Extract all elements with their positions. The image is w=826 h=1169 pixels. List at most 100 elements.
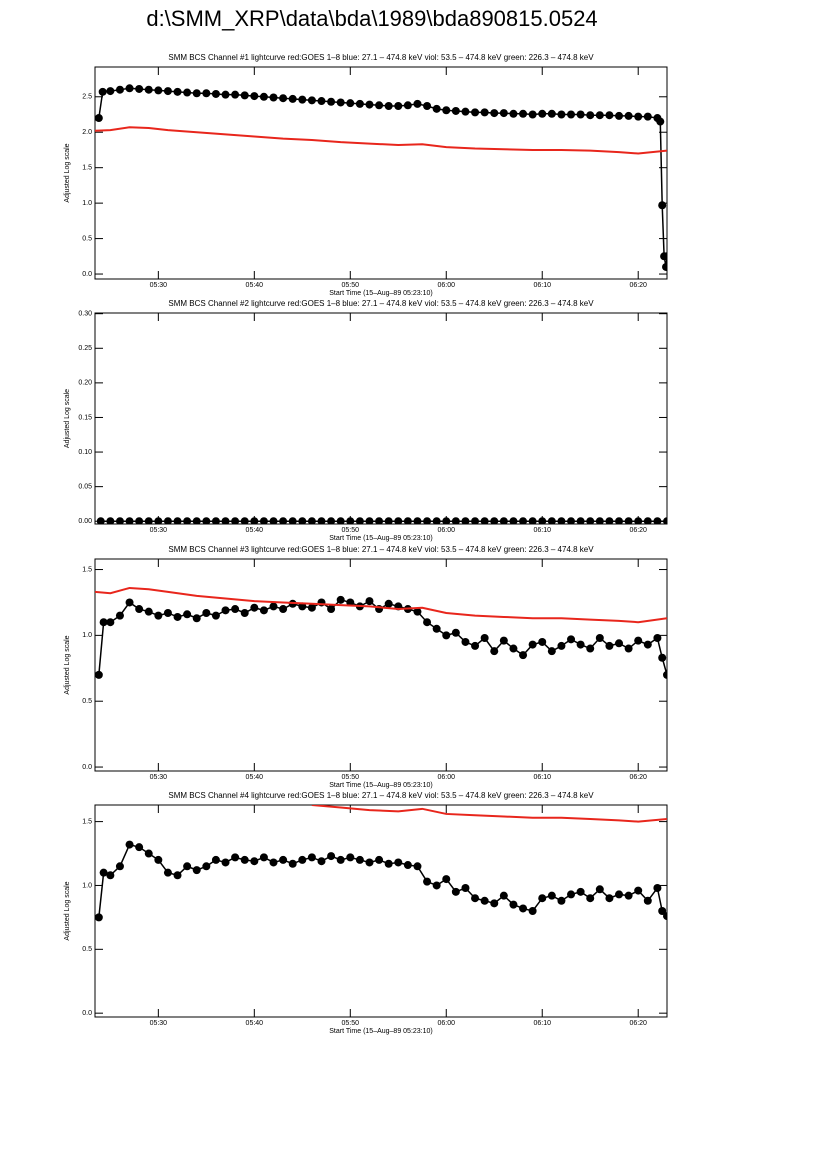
data-point [240,855,249,864]
data-point [499,891,508,900]
data-point [576,640,585,649]
data-point [231,517,240,524]
data-point [547,109,556,118]
data-point [269,602,278,611]
series-line [95,126,667,155]
x-axis-label: Start Time (15–Aug–89 05:23:10) [329,1028,433,1035]
data-point [471,641,480,650]
data-point [547,517,556,524]
y-tick-label: 0.0 [82,764,92,771]
data-point [144,849,153,858]
data-point [125,84,134,93]
data-point [403,517,412,524]
data-point [173,871,182,880]
series-line [95,586,667,624]
data-point [269,858,278,867]
plot-area [96,517,667,524]
data-point [375,101,384,110]
x-tick-label: 05:30 [150,282,168,289]
data-point [163,868,172,877]
x-tick-label: 05:40 [246,774,264,781]
data-point [557,517,566,524]
x-tick-label: 06:10 [533,282,551,289]
data-point [298,95,307,104]
data-point [528,517,537,524]
data-point [461,637,470,646]
plot-frame [94,66,668,280]
data-point [586,111,595,120]
data-point [144,517,153,524]
data-point [154,517,163,524]
data-point [221,858,230,867]
data-point [317,97,326,106]
data-point [576,517,585,524]
y-tick-label: 0.20 [78,380,92,387]
x-tick-label: 06:00 [437,1020,455,1027]
data-point [471,108,480,117]
y-axis-label: Adjusted Log scale [64,389,71,448]
data-point [259,92,268,101]
chart-title: SMM BCS Channel #4 lightcurve red:GOES 1… [168,791,594,800]
x-tick-label: 05:40 [246,1020,264,1027]
plot-area [95,805,667,922]
x-tick-label: 06:00 [437,774,455,781]
data-point [384,599,393,608]
data-point [279,517,288,524]
data-point [519,517,528,524]
data-point [547,891,556,900]
data-point [394,858,403,867]
x-tick-label: 06:00 [437,282,455,289]
y-tick-label: 2.5 [82,94,92,101]
data-point [298,517,307,524]
x-tick-label: 06:20 [629,1020,647,1027]
data-point [605,517,614,524]
data-point [183,610,192,619]
data-point [499,517,508,524]
data-point [586,644,595,653]
data-point [663,912,667,921]
x-axis-label: Start Time (15–Aug–89 05:23:10) [329,290,433,297]
y-tick-label: 1.0 [82,632,92,639]
data-point [461,884,470,893]
data-point [461,107,470,116]
data-point [528,110,537,119]
y-tick-label: 0.10 [78,449,92,456]
data-point [288,517,297,524]
data-point [413,607,422,616]
data-point [307,96,316,105]
data-point [490,647,499,656]
data-point [163,608,172,617]
data-point [509,517,518,524]
data-point [211,611,220,620]
data-point [355,855,364,864]
data-point [423,877,432,886]
data-point [480,896,489,905]
data-point [192,517,201,524]
data-point [202,517,211,524]
data-point [250,517,259,524]
data-point [106,871,115,880]
data-point [423,101,432,110]
data-point [615,517,624,524]
data-point [509,900,518,909]
data-point [490,899,499,908]
x-tick-label: 06:10 [533,774,551,781]
data-point [269,93,278,102]
data-point [624,891,633,900]
data-point [375,517,384,524]
data-point [355,99,364,108]
data-point [643,112,652,121]
data-point [595,517,604,524]
data-point [231,605,240,614]
data-point [221,90,230,99]
data-point [298,855,307,864]
x-tick-label: 06:10 [533,527,551,534]
data-point [423,517,432,524]
data-point [643,896,652,905]
y-axis-label: Adjusted Log scale [64,635,71,694]
data-point [106,618,115,627]
data-point [605,641,614,650]
data-point [519,651,528,660]
data-point [432,624,441,633]
